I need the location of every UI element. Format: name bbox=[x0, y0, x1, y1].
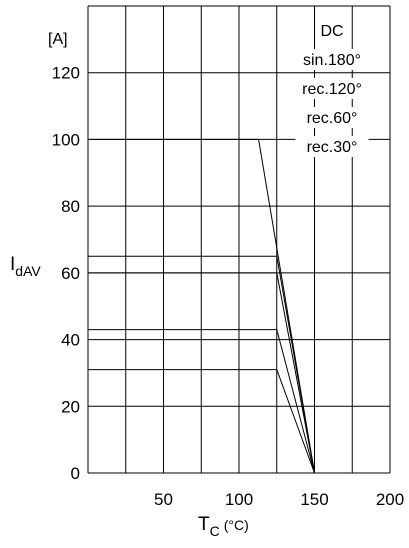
legend-entry: rec.30° bbox=[307, 139, 358, 156]
x-tick-label: 200 bbox=[376, 490, 404, 509]
series-line-2 bbox=[88, 272, 315, 474]
legend-background bbox=[291, 78, 373, 99]
y-tick-label: 20 bbox=[61, 397, 80, 416]
series-line-1 bbox=[88, 255, 315, 474]
y-tick-label: 80 bbox=[61, 197, 80, 216]
legend-background bbox=[291, 49, 373, 70]
tick-labels: 50 100 150 200 0 20 40 60 80 100 120 bbox=[52, 64, 405, 509]
y-unit-label: [A] bbox=[48, 31, 68, 48]
grid bbox=[87, 5, 391, 474]
legend-entry: rec.60° bbox=[307, 110, 358, 127]
y-tick-label: 0 bbox=[71, 464, 80, 483]
y-tick-label: 60 bbox=[61, 264, 80, 283]
y-tick-label: 40 bbox=[61, 331, 80, 350]
legend-entry: sin.180° bbox=[303, 52, 361, 69]
legend-entry: rec.120° bbox=[302, 81, 362, 98]
y-tick-label: 100 bbox=[52, 130, 80, 149]
x-axis-title-sub: C bbox=[210, 523, 220, 539]
y-axis-title-main: I bbox=[10, 254, 15, 275]
legend-entry: DC bbox=[320, 23, 343, 40]
series-line-0 bbox=[88, 138, 315, 474]
series-line-3 bbox=[88, 329, 315, 474]
y-axis-title-sub: dAV bbox=[15, 263, 41, 279]
legend: DC sin.180° rec.120° rec.60° rec.30° bbox=[291, 20, 373, 157]
x-axis-title-main: T bbox=[198, 514, 210, 535]
x-tick-label: 100 bbox=[225, 490, 253, 509]
legend-background bbox=[295, 107, 369, 128]
x-tick-label: 50 bbox=[154, 490, 173, 509]
x-axis-title-unit: (°C) bbox=[224, 517, 249, 533]
y-tick-label: 120 bbox=[52, 64, 80, 83]
legend-background bbox=[318, 20, 346, 41]
y-axis-title: IdAV bbox=[10, 254, 41, 279]
series-lines bbox=[88, 138, 315, 474]
x-tick-label: 150 bbox=[300, 490, 328, 509]
x-axis-title: TC (°C) bbox=[198, 514, 249, 539]
series-line-4 bbox=[88, 369, 315, 474]
legend-background bbox=[295, 136, 369, 157]
